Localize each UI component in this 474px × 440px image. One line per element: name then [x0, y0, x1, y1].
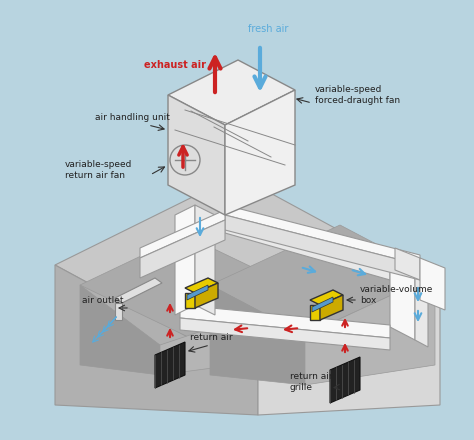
Polygon shape	[312, 297, 333, 312]
Text: air outlet: air outlet	[82, 296, 124, 305]
Polygon shape	[305, 275, 435, 385]
Polygon shape	[210, 285, 305, 385]
Polygon shape	[395, 248, 420, 280]
Polygon shape	[80, 235, 310, 345]
Polygon shape	[225, 215, 420, 280]
Text: exhaust air: exhaust air	[144, 60, 206, 70]
Polygon shape	[168, 60, 295, 125]
Polygon shape	[160, 295, 310, 375]
Polygon shape	[185, 293, 195, 308]
Circle shape	[170, 145, 200, 175]
Polygon shape	[80, 285, 160, 375]
Polygon shape	[225, 218, 390, 280]
Polygon shape	[210, 225, 435, 335]
Polygon shape	[175, 205, 195, 315]
Text: variable-volume
box: variable-volume box	[360, 285, 433, 305]
Text: return air: return air	[190, 333, 233, 342]
Polygon shape	[115, 278, 162, 303]
Text: variable-speed
forced-draught fan: variable-speed forced-draught fan	[315, 85, 400, 105]
Polygon shape	[55, 265, 258, 415]
Text: variable-speed
return air fan: variable-speed return air fan	[65, 160, 132, 180]
Text: air handling unit: air handling unit	[95, 113, 170, 122]
Polygon shape	[225, 90, 295, 215]
Polygon shape	[320, 295, 343, 320]
Polygon shape	[140, 220, 225, 278]
Polygon shape	[168, 95, 225, 215]
Polygon shape	[310, 305, 320, 320]
Polygon shape	[155, 342, 185, 388]
Polygon shape	[390, 255, 415, 340]
Polygon shape	[180, 318, 390, 350]
Polygon shape	[330, 357, 360, 403]
Polygon shape	[195, 205, 215, 315]
Polygon shape	[185, 278, 218, 293]
Polygon shape	[225, 208, 390, 265]
Polygon shape	[420, 258, 445, 310]
Polygon shape	[140, 210, 225, 258]
Polygon shape	[310, 290, 343, 305]
Polygon shape	[115, 303, 122, 320]
Polygon shape	[225, 205, 420, 265]
Polygon shape	[258, 285, 440, 415]
Polygon shape	[180, 305, 390, 338]
Polygon shape	[195, 283, 218, 308]
Polygon shape	[415, 268, 428, 347]
Text: fresh air: fresh air	[248, 24, 288, 34]
Polygon shape	[55, 175, 440, 375]
Text: return air
grille: return air grille	[290, 372, 333, 392]
Polygon shape	[187, 285, 208, 300]
